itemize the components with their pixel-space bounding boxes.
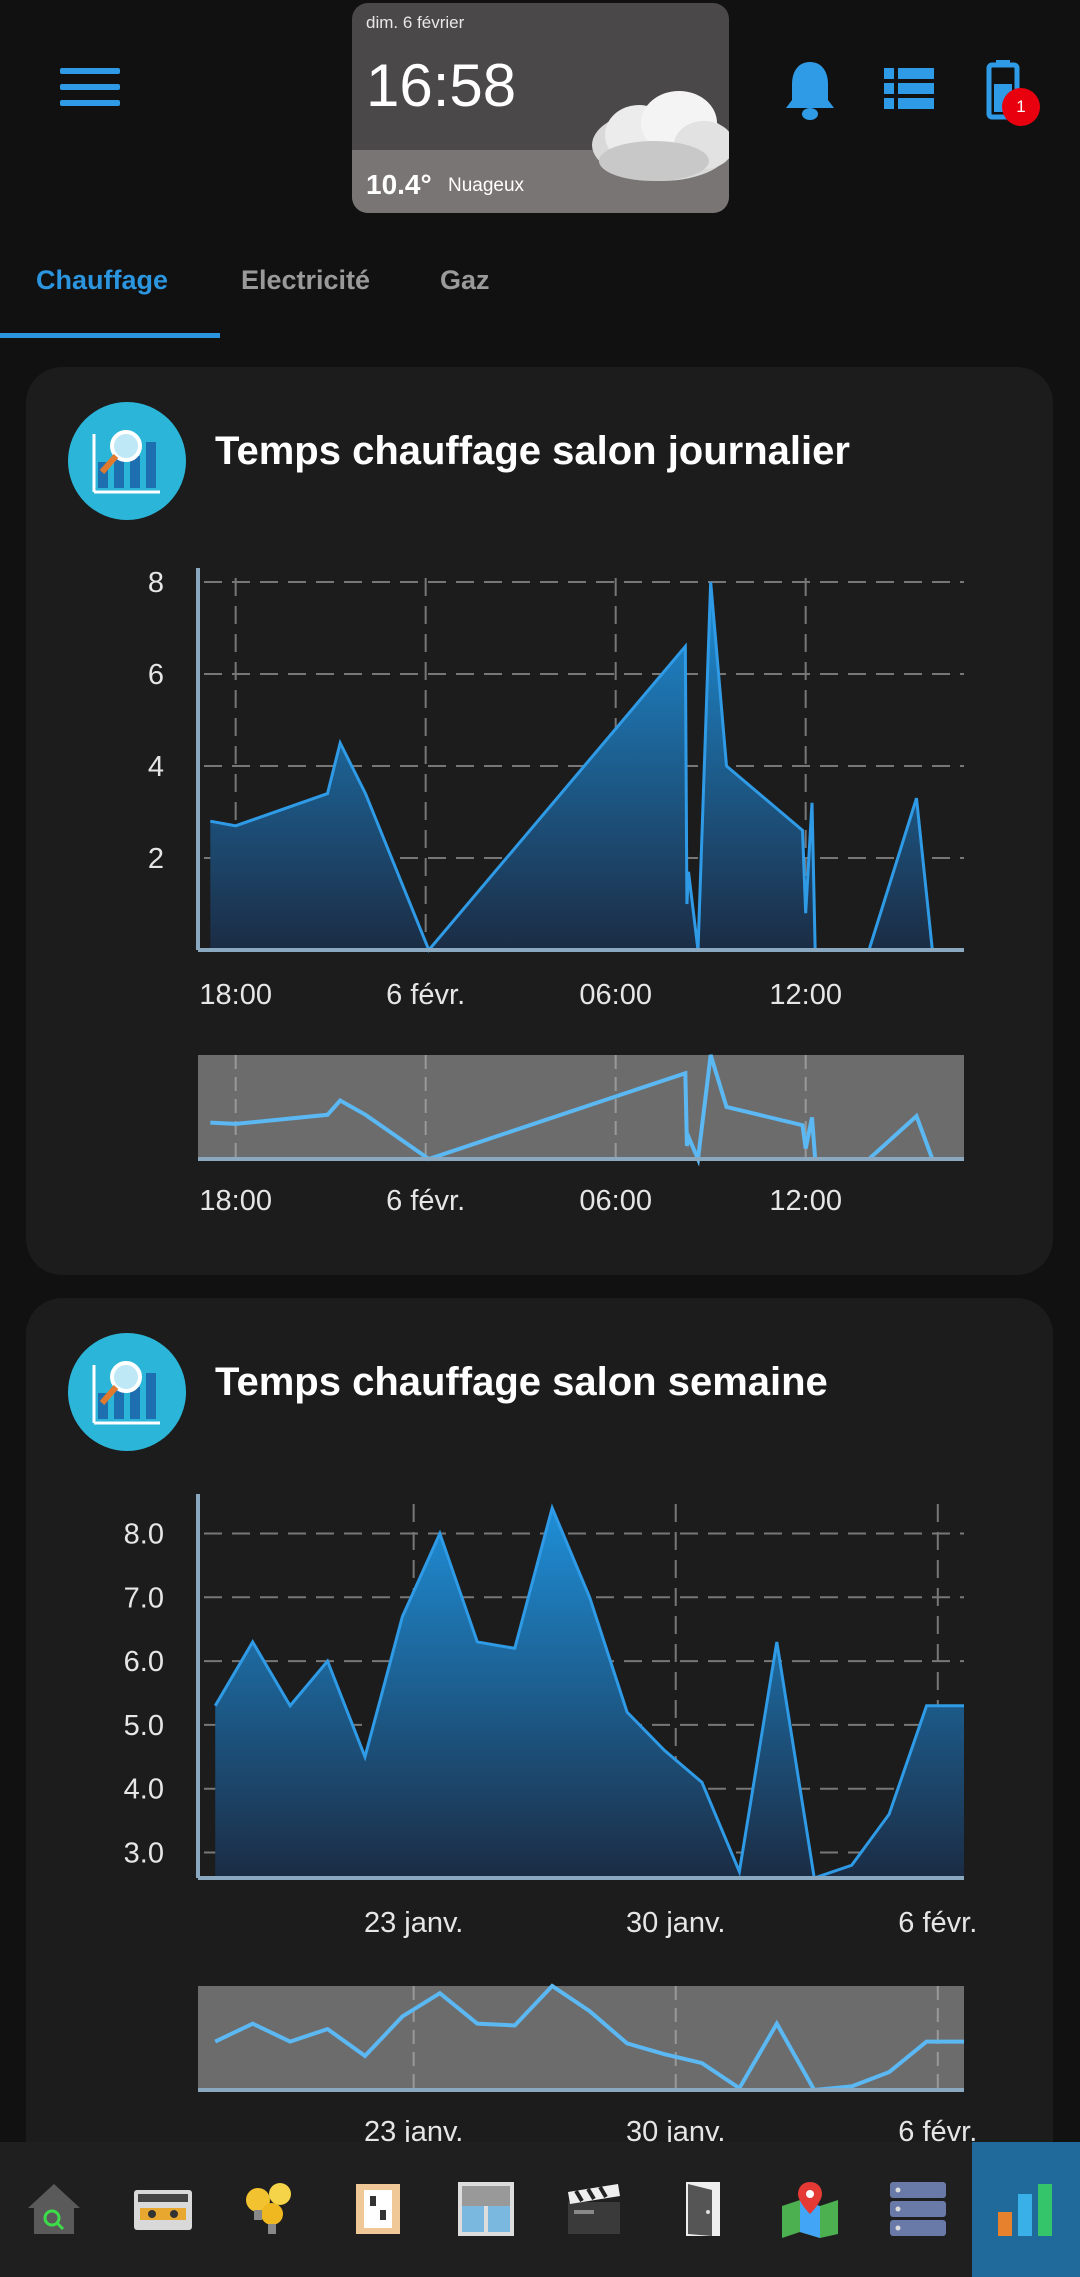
navigator-tick-label: 6 févr. [386, 1185, 465, 1217]
map-icon [782, 2182, 838, 2238]
tab-bar: Chauffage Electricité Gaz [0, 245, 1080, 341]
x-tick-label: 06:00 [579, 979, 652, 1011]
weather-widget[interactable]: dim. 6 février 16:58 10.4° Nuageux [352, 3, 729, 213]
x-tick-label: 12:00 [769, 979, 842, 1011]
clapperboard-icon [568, 2184, 620, 2234]
series-line [213, 1503, 964, 1880]
card-daily-heating: Temps chauffage salon journalier 8 6 4 2 18:… [26, 367, 1053, 1275]
y-tick-label: 4 [148, 751, 164, 783]
nav-map[interactable] [756, 2142, 864, 2277]
notification-badge: 1 [1002, 88, 1040, 126]
window-shutter-icon [458, 2182, 514, 2236]
nav-statistics[interactable] [972, 2142, 1080, 2277]
series-area [215, 1508, 965, 1878]
x-tick-label: 6 févr. [386, 979, 465, 1011]
cloud-icon [592, 91, 729, 181]
hamburger-menu-icon[interactable] [60, 68, 120, 114]
nav-media[interactable] [540, 2142, 648, 2277]
lightbulbs-icon [246, 2183, 291, 2234]
y-tick-label: 7.0 [124, 1582, 164, 1614]
chart-magnifier-icon [68, 1333, 186, 1451]
x-tick-label: 23 janv. [364, 1907, 463, 1939]
weekly-heating-chart[interactable]: 8.0 7.0 6.0 5.0 4.0 3.0 23 janv. 30 janv. 6 févr… [26, 1298, 1053, 2198]
card-title: Temps chauffage salon journalier [215, 429, 850, 473]
nav-switches[interactable] [324, 2142, 432, 2277]
card-title: Temps chauffage salon semaine [215, 1360, 828, 1404]
y-tick-label: 3.0 [124, 1837, 164, 1869]
y-tick-label: 5.0 [124, 1710, 164, 1742]
nav-servers[interactable] [864, 2142, 972, 2277]
server-icon [890, 2182, 946, 2236]
weather-temperature: 10.4° [366, 169, 432, 200]
y-tick-label: 8.0 [124, 1519, 164, 1551]
y-tick-label: 6 [148, 659, 164, 691]
door-icon [686, 2182, 720, 2236]
weather-condition: Nuageux [448, 175, 525, 196]
weather-time: 16:58 [366, 52, 517, 119]
chart-magnifier-icon [68, 402, 186, 520]
nav-shutters[interactable] [432, 2142, 540, 2277]
card-weekly-heating: Temps chauffage salon semaine 8.0 7.0 6.0 5… [26, 1298, 1053, 2198]
home-search-icon [28, 2184, 80, 2234]
tab-indicator [0, 333, 220, 338]
tab-chauffage[interactable]: Chauffage [36, 265, 169, 295]
tab-gaz[interactable]: Gaz [440, 265, 490, 295]
navigator-tick-label: 18:00 [199, 1185, 272, 1217]
navigator-tick-label: 06:00 [579, 1185, 652, 1217]
top-bar: dim. 6 février 16:58 10.4° Nuageux 1 [0, 0, 1080, 225]
y-tick-label: 6.0 [124, 1646, 164, 1678]
tab-electricite[interactable]: Electricité [241, 265, 371, 295]
bottom-nav [0, 2142, 1080, 2277]
weather-date: dim. 6 février [366, 13, 465, 32]
bar-chart-icon [998, 2184, 1052, 2236]
navigator-line [214, 1983, 964, 2093]
nav-home-search[interactable] [0, 2142, 108, 2277]
switch-panel-icon [356, 2184, 400, 2234]
nav-doors[interactable] [648, 2142, 756, 2277]
radio-icon [134, 2190, 192, 2230]
nav-radio[interactable] [108, 2142, 216, 2277]
y-tick-label: 8 [148, 567, 164, 599]
nav-lights[interactable] [216, 2142, 324, 2277]
list-icon[interactable] [884, 68, 934, 110]
navigator-tick-label: 12:00 [769, 1185, 842, 1217]
x-tick-label: 30 janv. [626, 1907, 725, 1939]
x-tick-label: 18:00 [199, 979, 272, 1011]
x-tick-label: 6 févr. [898, 1907, 977, 1939]
y-tick-label: 2 [148, 843, 164, 875]
y-tick-label: 4.0 [124, 1774, 164, 1806]
daily-heating-chart[interactable]: 8 6 4 2 18:00 6 févr. 06:00 12:00 18:00 6 févr. 06… [26, 367, 1053, 1227]
bell-icon[interactable] [784, 58, 836, 122]
navigator-background [198, 1986, 964, 2090]
